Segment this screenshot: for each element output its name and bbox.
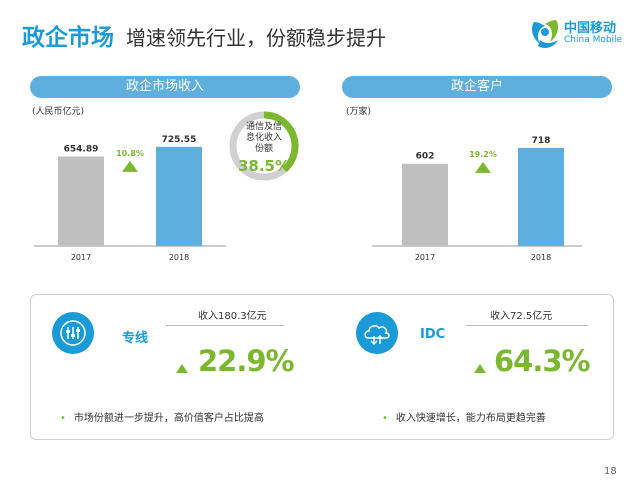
service-bullet-text: 收入快速增长，能力布局更趋完善 — [395, 413, 546, 424]
service-revenue: 收入72.5亿元 — [490, 311, 553, 322]
donut-label-line: 通信及信 — [245, 122, 282, 132]
customer-panel-header: 政企客户 — [342, 76, 612, 98]
donut-share-arc — [229, 111, 299, 181]
service-bullet: • 市场份额进一步提升，高价值客户占比提高 — [60, 409, 264, 424]
bar — [518, 147, 564, 246]
bullet-dot-icon: • — [60, 413, 66, 424]
growth-up-arrow-icon — [176, 364, 188, 373]
bar — [402, 163, 448, 246]
bar-value-label: 602 — [416, 152, 435, 162]
growth-up-arrow-icon — [475, 161, 491, 173]
bar-value-label: 654.89 — [64, 144, 99, 154]
page-title: 政企市场 增速领先行业，份额稳步提升 — [22, 18, 386, 51]
service-name: IDC — [420, 327, 446, 342]
growth-rate-label: 19.2% — [469, 150, 497, 159]
service-name: 专线 — [122, 331, 149, 346]
title-subtitle: 增速领先行业，份额稳步提升 — [126, 26, 386, 50]
donut-label-line: 份额 — [254, 144, 273, 154]
cloud-icon — [356, 312, 398, 354]
china-mobile-logo: 中国移动 China Mobile — [528, 14, 628, 54]
growth-rate-label: 10.8% — [116, 149, 144, 158]
bar — [156, 146, 202, 246]
service-growth: 22.9% — [198, 344, 295, 378]
share-donut-chart — [229, 111, 299, 181]
bar-value-label: 718 — [532, 136, 551, 146]
revenue-unit-label: (人民币亿元) — [32, 107, 85, 117]
customer-unit-label: (万家) — [346, 107, 372, 117]
donut-label: 通信及信 息化收入 份额 — [228, 122, 300, 155]
bullet-dot-icon: • — [382, 413, 388, 424]
revenue-bar-chart: 654.89 2017 725.55 2018 10.8% — [34, 135, 226, 262]
page-number: 18 — [604, 466, 617, 477]
donut-value: 38.5% — [237, 157, 291, 175]
service-revenue: 收入180.3亿元 — [198, 311, 267, 322]
revenue-panel-header: 政企市场收入 — [30, 76, 300, 98]
category-tick-label: 2017 — [415, 253, 435, 262]
bar — [58, 156, 104, 246]
growth-up-arrow-icon — [474, 364, 486, 373]
logo-text-en: China Mobile — [564, 35, 623, 45]
title-main: 政企市场 — [22, 25, 114, 51]
service-divider — [166, 325, 284, 326]
service-growth: 64.3% — [494, 344, 591, 378]
service-divider — [466, 325, 588, 326]
dedicated-line-icon — [52, 312, 94, 354]
bar-value-label: 725.55 — [162, 135, 197, 145]
category-tick-label: 2017 — [71, 253, 91, 262]
category-tick-label: 2018 — [531, 253, 551, 262]
service-bullet-text: 市场份额进一步提升，高价值客户占比提高 — [73, 413, 264, 424]
services-card — [30, 294, 614, 440]
donut-label-line: 息化收入 — [245, 133, 282, 143]
service-bullet: • 收入快速增长，能力布局更趋完善 — [382, 409, 546, 424]
category-tick-label: 2018 — [169, 253, 189, 262]
growth-up-arrow-icon — [122, 160, 138, 172]
customer-bar-chart: 602 2017 718 2018 19.2% — [372, 136, 582, 262]
logo-text-cn: 中国移动 — [564, 21, 617, 36]
china-mobile-logo-icon — [532, 20, 558, 48]
